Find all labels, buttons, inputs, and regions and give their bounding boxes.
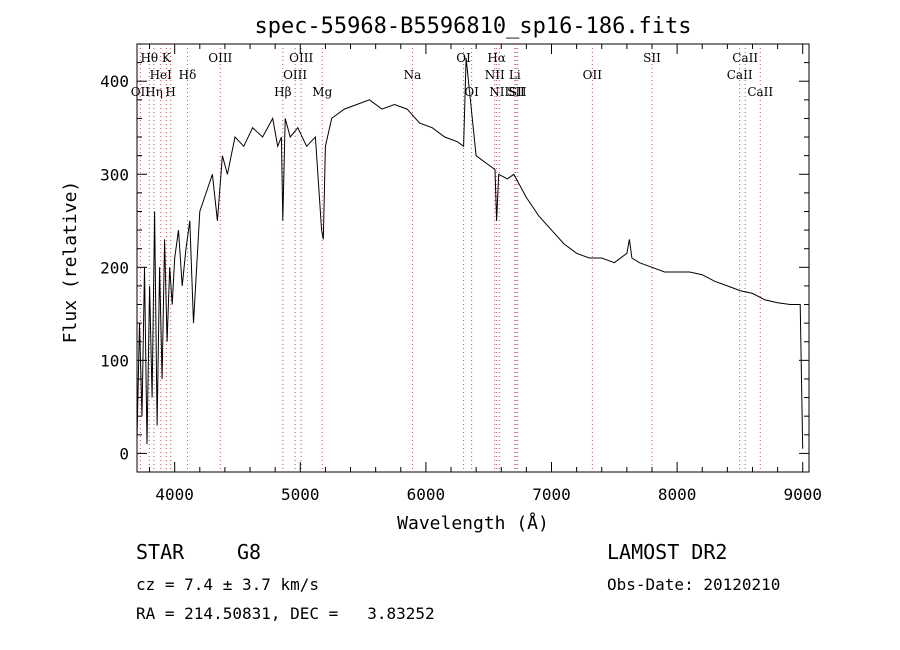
line-marker-label: OIII [289,51,313,65]
line-marker-label: K [162,51,172,65]
x-tick-label: 8000 [658,485,697,504]
x-axis-label: Wavelength (Å) [397,512,549,534]
y-axis-label: Flux (relative) [60,181,81,344]
line-marker-label: CaII [732,51,758,65]
subclass-label: G8 [237,540,262,564]
line-marker-label: OI [456,51,471,65]
line-marker-label: NII [489,85,509,99]
y-tick-label: 400 [100,72,129,91]
line-markers: Hθ KOIIHηHeIHHδOIIIHβOIIIOIIIMgNaOIOIHαNI… [131,44,773,472]
line-marker-label: OIII [283,68,307,82]
y-tick-label: 0 [119,444,129,463]
line-marker-label: Hη [145,85,163,99]
chart-title: spec-55968-B5596810_sp16-186.fits [254,14,691,39]
line-marker-label: H [165,85,175,99]
line-marker-label: Hθ [140,51,158,65]
line-marker-label: OII [131,85,151,99]
line-marker-label: Hδ [179,68,197,82]
line-marker-label: Mg [312,85,332,99]
line-marker-label: OII [583,68,603,82]
line-marker-label: Li [509,68,521,82]
line-marker-label: HeI [150,68,173,82]
line-marker-label: SII [643,51,661,65]
y-tick-label: 200 [100,258,129,277]
x-tick-label: 7000 [532,485,571,504]
line-marker-label: SII [507,85,525,99]
spectrum-line [136,57,804,449]
x-tick-label: 5000 [281,485,320,504]
line-marker-label: Hβ [274,85,291,99]
x-tick-label: 9000 [783,485,822,504]
class-label: STAR [136,540,185,564]
line-marker-label: Na [404,68,422,82]
line-marker-label: Hα [487,51,506,65]
velocity-label: cz = 7.4 ± 3.7 km/s [136,575,320,594]
axis-ticks: 4000 5000 6000 7000 8000 9000 0 100 200 300 400 [100,43,822,504]
x-tick-label: 6000 [407,485,446,504]
line-marker-label: SII [509,85,527,99]
x-tick-label: 4000 [155,485,194,504]
plot-frame [136,43,810,473]
line-marker-label: OI [464,85,479,99]
line-marker-label: NII [485,68,505,82]
line-marker-label: OIII [208,51,232,65]
y-tick-label: 300 [100,165,129,184]
obs-date-label: Obs-Date: 20120210 [607,575,781,594]
coords-label: RA = 214.50831, DEC = 3.83252 [136,604,435,623]
line-marker-label: CaII [727,68,753,82]
y-tick-label: 100 [100,351,129,370]
survey-label: LAMOST DR2 [607,540,728,564]
line-marker-label: CaII [747,85,773,99]
